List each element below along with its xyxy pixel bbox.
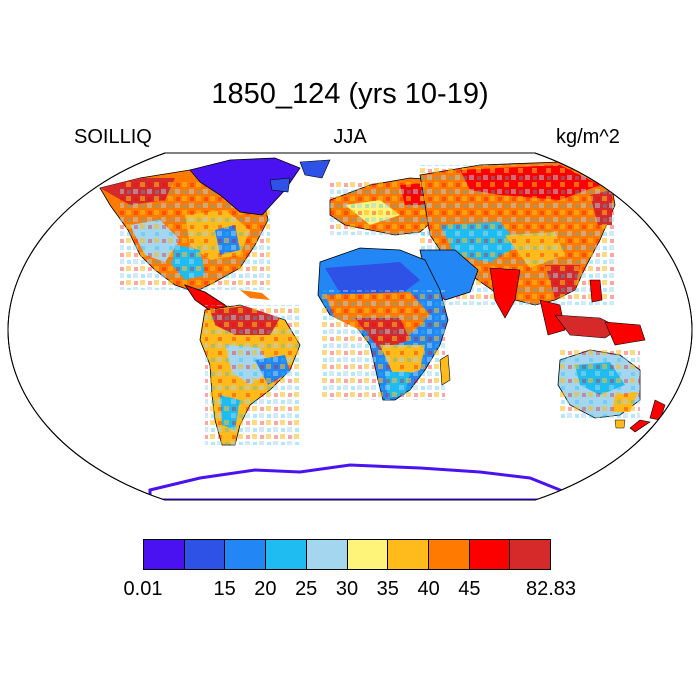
- plot-title: 1850_124 (yrs 10-19): [211, 78, 489, 110]
- colorbar-swatch: [184, 540, 226, 569]
- colorbar-swatch: [347, 540, 389, 569]
- colorbar-tick-label: 20: [254, 578, 277, 600]
- units-label: kg/m^2: [556, 126, 620, 148]
- colorbar-tick-label: 25: [295, 578, 318, 600]
- colorbar-tick-label: 30: [335, 578, 359, 600]
- colorbar-swatch: [510, 540, 551, 569]
- colorbar-swatch: [306, 540, 348, 569]
- arctic-islands: [269, 159, 331, 193]
- colorbar-swatch: [469, 540, 511, 569]
- colorbar-tick-label: 82.83: [525, 578, 577, 600]
- colorbar-swatch: [428, 540, 470, 569]
- colorbar-tick-label: 40: [417, 578, 440, 600]
- australia: [557, 349, 641, 429]
- colorbar-tick-label: 15: [213, 578, 236, 600]
- season-label: JJA: [333, 126, 367, 148]
- colorbar: [143, 539, 551, 570]
- greenland: [189, 157, 301, 216]
- colorbar-swatch: [225, 540, 267, 569]
- africa: [317, 247, 451, 401]
- colorbar-swatch: [144, 540, 185, 569]
- south-america: [199, 304, 301, 446]
- maritime-southeast-asia: [539, 279, 646, 346]
- colorbar-tick-label: 35: [376, 578, 399, 600]
- colorbar-tick-label: 45: [458, 578, 481, 600]
- variable-label: SOILLIQ: [74, 126, 152, 148]
- colorbar-tick-label: 0.01: [123, 578, 163, 600]
- colorbar-swatch: [266, 540, 307, 569]
- colorbar-swatch: [388, 540, 429, 569]
- antarctica: [148, 463, 562, 500]
